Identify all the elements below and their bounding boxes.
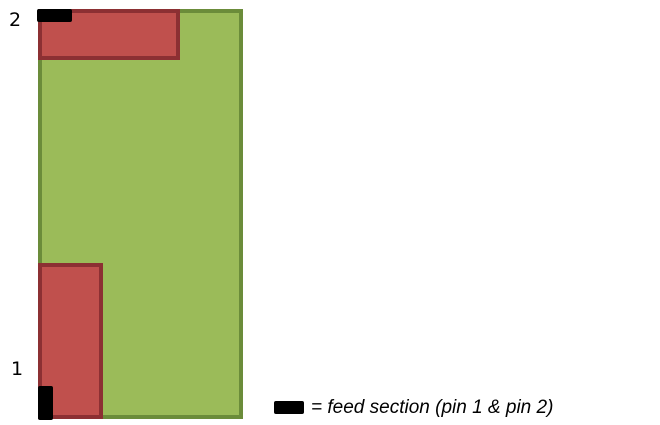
legend-swatch bbox=[274, 401, 304, 414]
pin-2-label: 2 bbox=[9, 9, 22, 31]
legend: = feed section (pin 1 & pin 2) bbox=[274, 398, 553, 417]
patch-bottom bbox=[38, 263, 103, 419]
feed-section-pin-1 bbox=[38, 386, 53, 420]
legend-text: = feed section (pin 1 & pin 2) bbox=[311, 397, 554, 418]
pin-1-label: 1 bbox=[11, 358, 24, 380]
feed-section-pin-2 bbox=[37, 9, 72, 22]
